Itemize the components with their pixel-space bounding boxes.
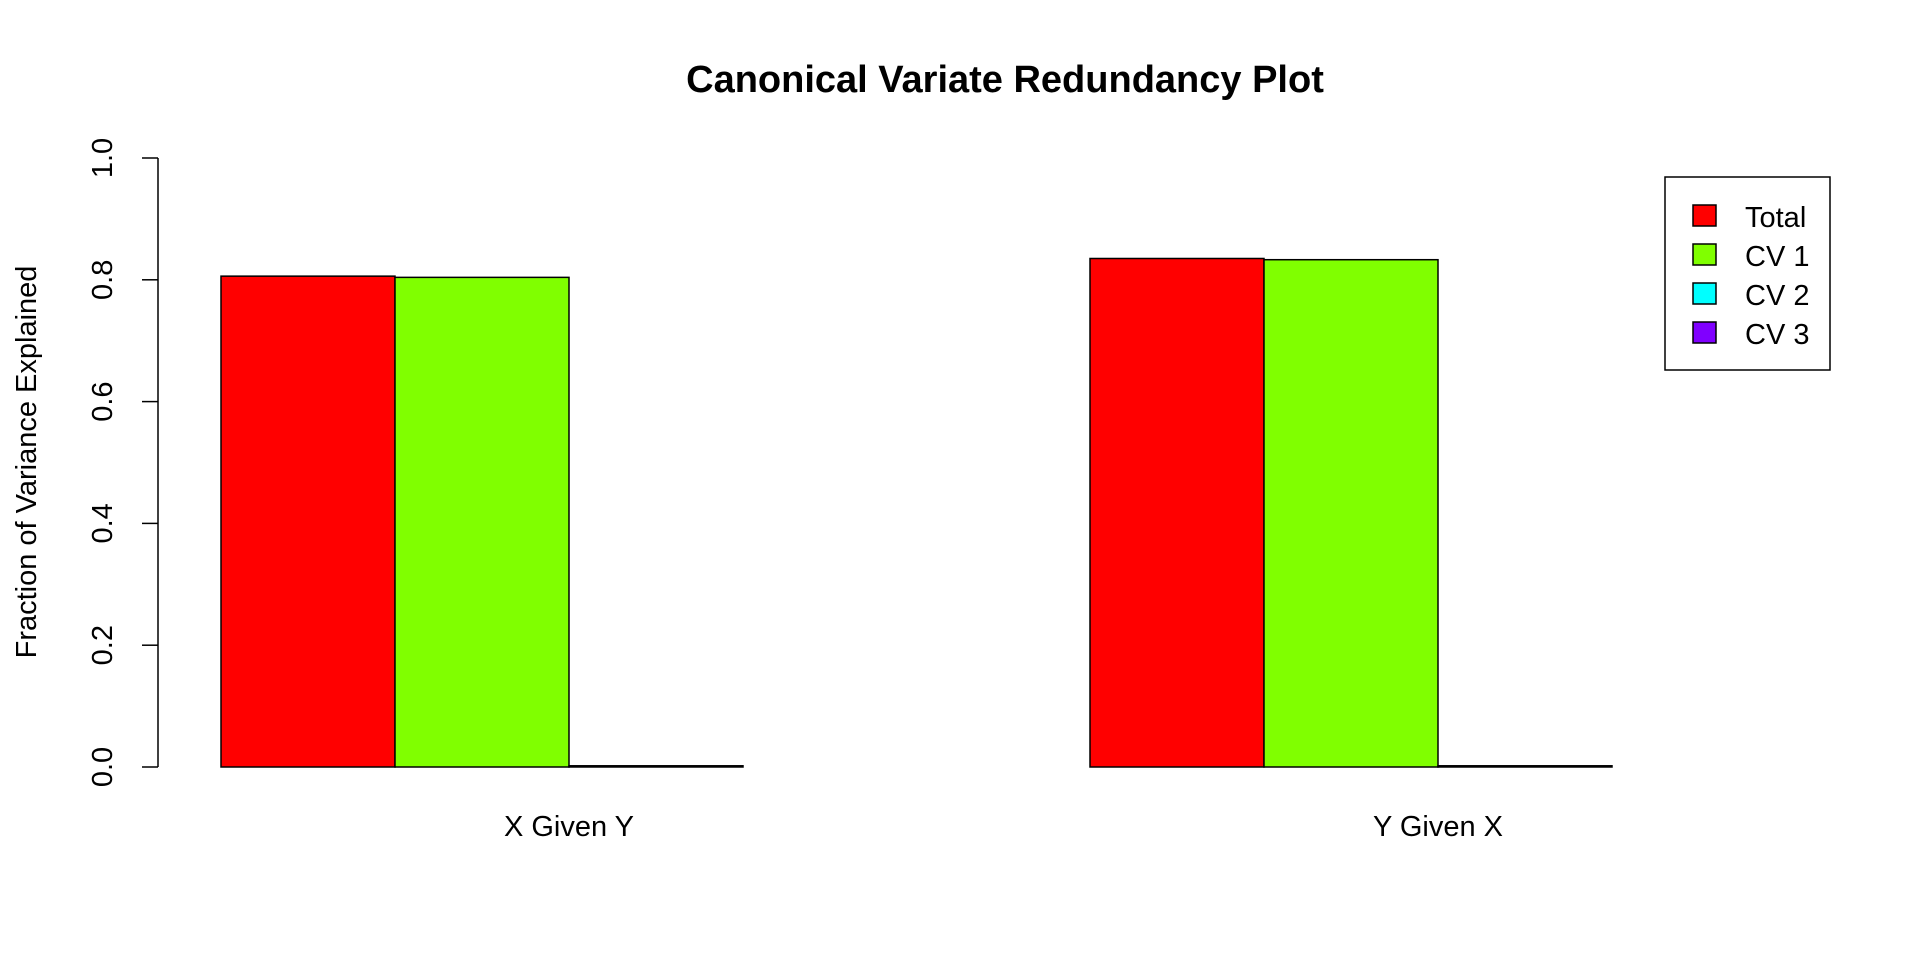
bar bbox=[220, 275, 396, 768]
chart-title: Canonical Variate Redundancy Plot bbox=[686, 59, 1324, 101]
y-tick-label: 0.0 bbox=[87, 747, 119, 787]
y-tick-label: 0.6 bbox=[87, 381, 119, 421]
legend-label: CV 2 bbox=[1745, 280, 1809, 312]
legend-swatch bbox=[1692, 321, 1717, 344]
bar bbox=[1437, 765, 1613, 768]
y-tick-label: 0.2 bbox=[87, 625, 119, 665]
x-axis: X Given Y Y Given X bbox=[504, 811, 1503, 843]
x-category-label: Y Given X bbox=[1373, 811, 1503, 843]
bar bbox=[1089, 257, 1265, 768]
y-tick-label: 0.4 bbox=[87, 503, 119, 543]
y-axis-label: Fraction of Variance Explained bbox=[11, 266, 43, 659]
legend-label: Total bbox=[1745, 202, 1806, 234]
legend-swatch bbox=[1692, 282, 1717, 305]
bar bbox=[1263, 258, 1439, 768]
x-category-label: X Given Y bbox=[504, 811, 634, 843]
bar bbox=[394, 276, 570, 768]
legend-swatch bbox=[1692, 204, 1717, 227]
legend-swatch bbox=[1692, 243, 1717, 266]
bars-group bbox=[220, 257, 1613, 768]
legend-label: CV 1 bbox=[1745, 241, 1809, 273]
y-tick-label: 1.0 bbox=[87, 138, 119, 178]
legend-label: CV 3 bbox=[1745, 319, 1809, 351]
y-tick-label: 0.8 bbox=[87, 260, 119, 300]
y-axis: 0.0 0.2 0.4 0.6 0.8 1.0 bbox=[87, 138, 159, 787]
legend: Total CV 1 CV 2 CV 3 bbox=[1664, 176, 1831, 371]
bar bbox=[568, 765, 744, 768]
